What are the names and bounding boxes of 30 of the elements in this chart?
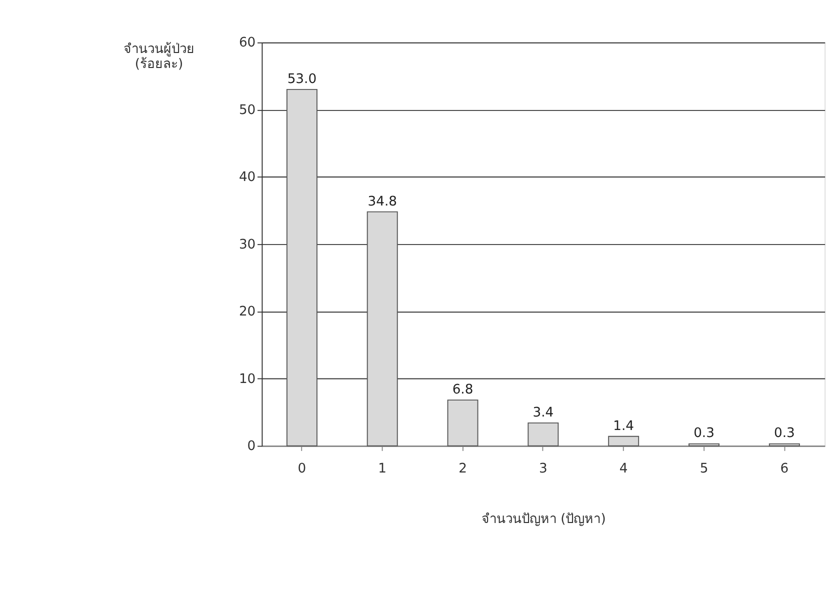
y-tick-label: 60 <box>238 36 256 51</box>
y-tick-label: 30 <box>238 237 256 252</box>
y-tick-label: 50 <box>238 102 256 118</box>
x-tick-label: 5 <box>700 462 708 477</box>
x-tick-label: 0 <box>298 462 306 477</box>
x-tick-label: 6 <box>780 462 789 477</box>
bar <box>366 211 398 446</box>
data-label: 0.3 <box>694 426 714 442</box>
y-tick-label: 20 <box>238 304 256 320</box>
data-label: 0.3 <box>774 426 795 442</box>
data-label: 53.0 <box>287 72 317 87</box>
data-label: 34.8 <box>368 194 397 210</box>
data-label: 3.4 <box>532 405 554 420</box>
bar <box>528 422 559 446</box>
y-tick-label: 10 <box>238 372 256 387</box>
x-tick-label: 3 <box>539 462 548 477</box>
y-tick-label: 0 <box>247 439 256 454</box>
bar <box>286 89 318 446</box>
bar <box>688 443 720 446</box>
x-tick-label: 2 <box>458 462 467 477</box>
y-tick-label: 40 <box>238 170 256 186</box>
x-tick-label: 4 <box>619 462 628 477</box>
x-axis-title: จำนวนปัญหา (ปัญหา) <box>481 512 606 528</box>
y-axis-title: จำนวนผู้ป่วย (ร้อยละ) <box>124 42 195 72</box>
x-tick-label: 1 <box>378 462 387 477</box>
data-label: 1.4 <box>613 418 634 434</box>
data-label: 6.8 <box>452 382 474 398</box>
bar <box>447 400 478 446</box>
bar <box>608 436 640 446</box>
bar <box>768 443 800 446</box>
